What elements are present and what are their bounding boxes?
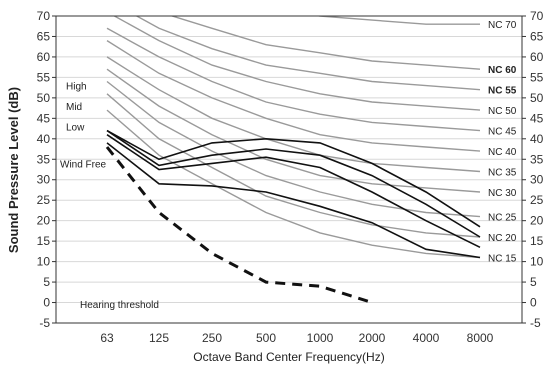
x-tick-label: 4000 — [413, 331, 440, 345]
nc-curve-label: NC 30 — [488, 188, 517, 199]
nc-curve-label: NC 35 — [488, 168, 517, 179]
x-tick-label: 1000 — [307, 331, 334, 345]
nc-curve — [169, 16, 481, 70]
y-tick-label: 65 — [37, 29, 51, 43]
x-tick-label: 63 — [100, 331, 114, 345]
right-y-tick-label: 5 — [530, 275, 537, 289]
series-label: Mid — [66, 102, 82, 113]
nc-curve-label: NC 70 — [488, 20, 517, 31]
y-axis-title: Sound Pressure Level (dB) — [6, 87, 21, 253]
nc-curve — [106, 40, 481, 152]
right-y-tick-label: 50 — [530, 91, 544, 105]
nc-curve-label: NC 15 — [488, 254, 517, 265]
nc-curve-labels: NC 15 NC 20 NC 25 NC 30 NC 35 NC 40 NC 45 NC 50… — [488, 20, 517, 264]
y-tick-label: 70 — [37, 9, 51, 23]
nc-curve-label: NC 25 — [488, 213, 517, 224]
y-tick-label: 5 — [43, 275, 50, 289]
nc-curve-label: NC 60 — [488, 65, 517, 76]
nc-curve-label: NC 40 — [488, 147, 517, 158]
y-tick-label: -5 — [39, 316, 50, 330]
series-label: High — [66, 82, 87, 93]
nc-curve — [106, 80, 481, 218]
y-tick-label: 30 — [37, 173, 51, 187]
series-label: Wind Free — [60, 159, 107, 170]
y-tick-label: 60 — [37, 50, 51, 64]
measured-series-line — [106, 134, 481, 249]
nc-curve — [112, 16, 481, 111]
x-tick-label: 125 — [149, 331, 169, 345]
y-tick-label: 10 — [37, 255, 51, 269]
hearing-threshold-curve — [105, 146, 373, 304]
plot-frame — [55, 15, 523, 324]
right-y-tick-label: 40 — [530, 132, 544, 146]
nc-curve-label: NC 20 — [488, 233, 517, 244]
right-y-tick-label: 65 — [530, 29, 544, 43]
right-y-tick-label: 0 — [530, 296, 537, 310]
right-y-tick-label: 25 — [530, 193, 544, 207]
hearing-threshold-line — [105, 146, 373, 304]
series-label: Low — [66, 123, 85, 134]
x-tick-label: 250 — [202, 331, 222, 345]
y-tick-label: 15 — [37, 234, 51, 248]
y-tick-label: 35 — [37, 152, 51, 166]
nc-curves — [106, 16, 481, 259]
nc-curve — [135, 16, 481, 91]
nc-curve-label: NC 50 — [488, 106, 517, 117]
right-y-tick-label: 30 — [530, 173, 544, 187]
x-tick-label: 8000 — [467, 331, 494, 345]
measured-curves — [106, 129, 481, 259]
right-y-tick-label: 10 — [530, 255, 544, 269]
y-tick-label: 40 — [37, 132, 51, 146]
right-y-tick-label: 35 — [530, 152, 544, 166]
hearing-threshold-label: Hearing threshold — [80, 300, 159, 311]
x-tick-label: 500 — [256, 331, 276, 345]
right-y-tick-label: 55 — [530, 70, 544, 84]
y-tick-label: 0 — [43, 296, 50, 310]
right-y-tick-label: -5 — [530, 316, 541, 330]
nc-curve — [106, 93, 481, 238]
nc-curve — [106, 56, 481, 173]
measured-series-line — [106, 142, 481, 259]
nc-curve-label: NC 45 — [488, 127, 517, 138]
y-tick-label: 55 — [37, 70, 51, 84]
measured-series-line — [106, 129, 481, 238]
nc-curve — [106, 27, 481, 132]
nc-curve — [106, 109, 481, 259]
right-y-tick-label: 15 — [530, 234, 544, 248]
nc-curve-label: NC 55 — [488, 86, 517, 97]
y-tick-label: 20 — [37, 214, 51, 228]
series-labels: High Mid Low Wind Free — [60, 82, 107, 171]
right-y-tick-label: 70 — [530, 9, 544, 23]
right-y-tick-label: 45 — [530, 111, 544, 125]
y-tick-label: 25 — [37, 193, 51, 207]
x-tick-label: 2000 — [359, 331, 386, 345]
x-axis-ticks: 63 125 250 500 1000 2000 4000 8000 — [100, 331, 493, 345]
y-tick-label: 50 — [37, 91, 51, 105]
right-y-tick-label: 60 — [530, 50, 544, 64]
grid-lines — [56, 15, 522, 324]
x-axis-title: Octave Band Center Frequency(Hz) — [193, 350, 384, 364]
measured-series-line — [106, 129, 481, 228]
y-tick-label: 45 — [37, 111, 51, 125]
right-y-tick-label: 20 — [530, 214, 544, 228]
nc-curve — [315, 16, 480, 25]
